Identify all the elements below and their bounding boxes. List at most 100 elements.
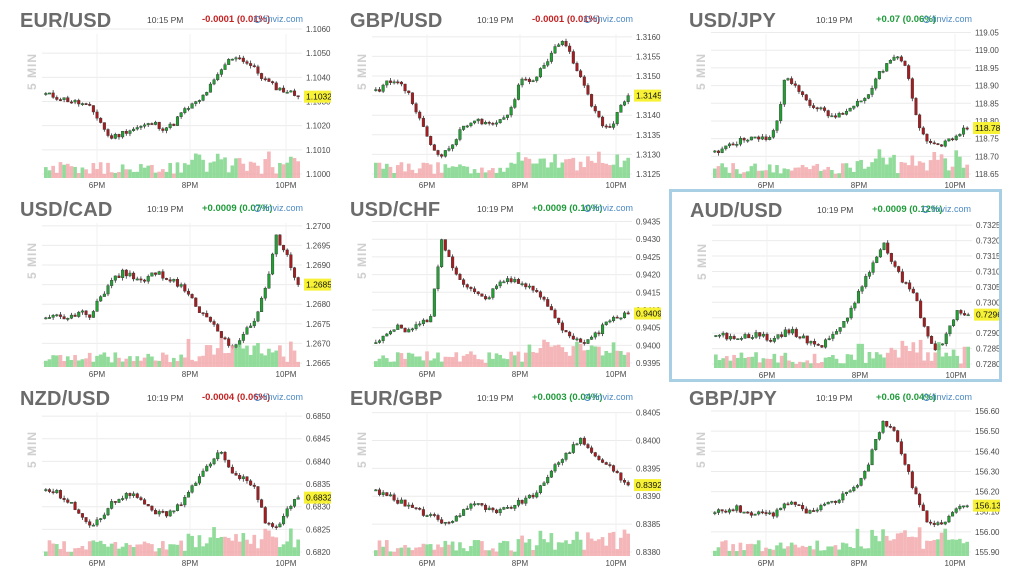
candle-down	[58, 314, 62, 317]
candle-up	[546, 477, 550, 484]
finviz-link[interactable]: finviz.com	[253, 203, 303, 213]
volume-bar	[958, 538, 962, 556]
volume-bar	[270, 536, 275, 556]
volume-bar	[586, 349, 590, 367]
volume-bar	[859, 546, 863, 556]
candle-down	[919, 300, 923, 319]
volume-bar	[106, 162, 110, 178]
chart-panel[interactable]: GBP/USD 10:19 PM -0.0001 (0.01%) finviz.com…	[332, 2, 661, 191]
candle-down	[447, 250, 451, 257]
candle-down	[914, 98, 918, 116]
candle-up	[867, 272, 871, 277]
volume-bar	[756, 170, 761, 178]
volume-bar	[954, 539, 959, 556]
candle-down	[47, 489, 52, 492]
volume-bar	[241, 533, 246, 556]
volume-bar	[951, 349, 956, 368]
candle-up	[966, 314, 970, 317]
candle-up	[622, 312, 627, 319]
chart-panel[interactable]: NZD/USD 10:19 PM -0.0004 (0.06%) finviz.com…	[2, 380, 331, 569]
candle-down	[801, 91, 805, 95]
chart-panel[interactable]: EUR/USD 10:15 PM -0.0001 (0.01%) finviz.com…	[2, 2, 331, 191]
volume-bar	[65, 551, 70, 556]
chart-panel[interactable]: USD/JPY 10:19 PM +0.07 (0.06%) finviz.com 5 …	[671, 2, 1000, 191]
volume-bar	[910, 536, 915, 556]
candle-up	[385, 80, 389, 86]
volume-bar	[904, 345, 908, 368]
volume-bar	[593, 540, 598, 556]
volume-bar	[388, 551, 393, 556]
volume-bar	[150, 356, 154, 367]
finviz-link[interactable]: finviz.com	[583, 392, 633, 402]
candle-down	[908, 282, 912, 290]
volume-bar	[786, 169, 790, 178]
y-tick-label: 156.30	[975, 467, 1000, 476]
volume-bar	[808, 545, 812, 556]
candle-down	[749, 512, 753, 516]
volume-bar	[723, 540, 728, 556]
candle-down	[55, 97, 59, 100]
volume-bar	[794, 363, 799, 368]
last-price-marker	[634, 89, 661, 102]
volume-bar	[611, 342, 616, 367]
volume-bar	[190, 359, 194, 367]
volume-bar	[716, 547, 721, 556]
y-tick-label: 1.1040	[306, 73, 331, 82]
finviz-link[interactable]: finviz.com	[583, 203, 633, 213]
finviz-link[interactable]: finviz.com	[583, 14, 633, 24]
volume-bar	[117, 357, 121, 367]
finviz-logo-icon	[921, 206, 929, 213]
volume-bar	[215, 153, 220, 178]
volume-bar	[837, 173, 841, 178]
candle-down	[965, 127, 969, 130]
candle-down	[117, 275, 121, 278]
y-tick-label: 1.2695	[306, 241, 331, 250]
candle-up	[374, 489, 378, 492]
candle-up	[381, 84, 385, 92]
finviz-link[interactable]: finviz.com	[922, 392, 972, 402]
candle-down	[586, 444, 590, 449]
candle-up	[223, 64, 227, 70]
last-price-marker	[304, 278, 331, 291]
candle-up	[779, 507, 783, 511]
chart-panel[interactable]: AUD/USD 10:19 PM +0.0009 (0.12%) finviz.com…	[669, 189, 1002, 382]
finviz-link[interactable]: finviz.com	[922, 14, 972, 24]
candle-down	[564, 41, 568, 47]
volume-bar	[215, 538, 220, 556]
volume-bar	[186, 533, 191, 556]
volume-bar	[571, 539, 576, 556]
volume-bar	[512, 551, 517, 556]
candle-up	[396, 324, 400, 330]
volume-bar	[804, 547, 809, 556]
y-tick-label: 0.8390	[636, 492, 661, 501]
candle-up	[965, 505, 969, 508]
volume-bar	[124, 358, 129, 367]
chart-panel[interactable]: USD/CAD 10:19 PM +0.0009 (0.07%) finviz.com…	[2, 191, 331, 380]
volume-bar	[76, 547, 81, 556]
y-tick-label: 1.2670	[306, 339, 331, 348]
candle-up	[183, 497, 187, 506]
volume-bar	[760, 551, 765, 556]
candle-down	[469, 286, 473, 289]
volume-bar	[172, 173, 176, 178]
candle-up	[381, 335, 385, 341]
candle-up	[727, 143, 731, 147]
candle-up	[216, 452, 220, 460]
candle-down	[527, 78, 531, 82]
volume-bar	[135, 356, 140, 367]
chart-panel[interactable]: USD/CHF 10:19 PM +0.0009 (0.10%) finviz.com…	[332, 191, 661, 380]
volume-bar	[921, 548, 926, 556]
candle-up	[205, 465, 209, 472]
candle-up	[615, 112, 619, 125]
volume-bar	[822, 550, 827, 556]
finviz-link[interactable]: finviz.com	[253, 14, 303, 24]
chart-panel[interactable]: GBP/JPY 10:19 PM +0.06 (0.04%) finviz.com 5 …	[671, 380, 1000, 569]
finviz-link[interactable]: finviz.com	[253, 392, 303, 402]
finviz-logo-icon	[583, 394, 591, 401]
candle-up	[936, 522, 940, 525]
volume-bar	[939, 154, 944, 178]
finviz-link[interactable]: finviz.com	[921, 204, 971, 214]
chart-panel[interactable]: EUR/GBP 10:19 PM +0.0003 (0.04%) finviz.com…	[332, 380, 661, 569]
candle-down	[476, 291, 480, 295]
candle-up	[227, 59, 231, 65]
